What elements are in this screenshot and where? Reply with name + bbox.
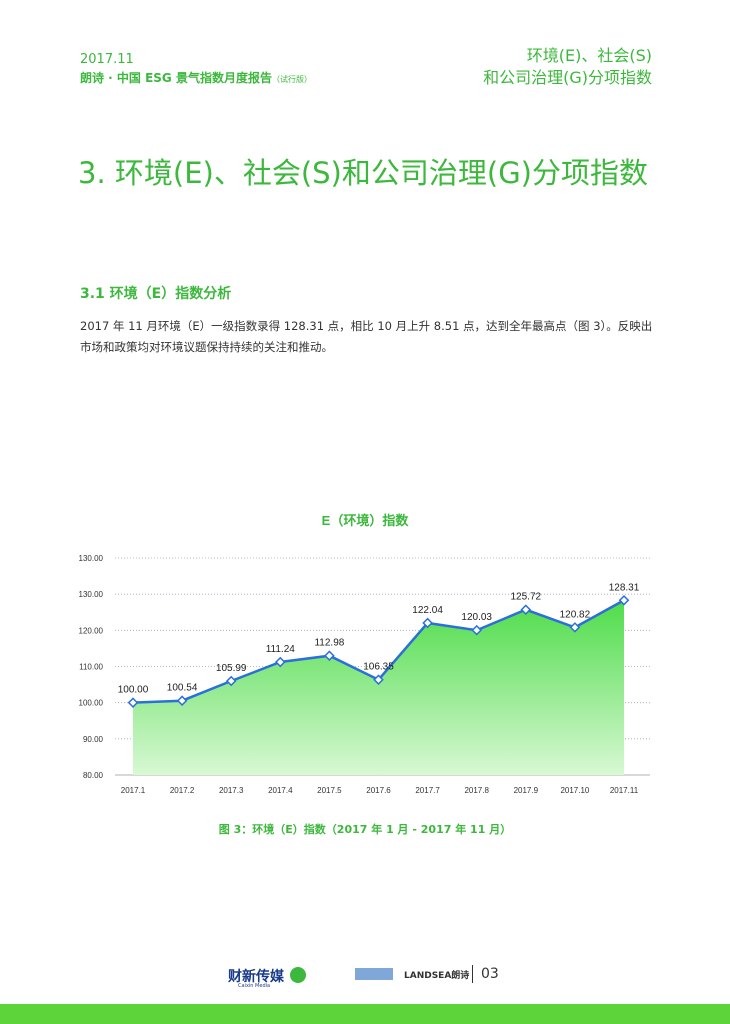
point <box>324 650 335 662</box>
caption: 图 3：环境（E）指数（2017 年 1 月 - 2017 年 11 月） <box>218 823 512 836</box>
y-tick-label: 100.00 <box>79 699 104 708</box>
value-label: 120.03 <box>461 612 492 623</box>
point <box>225 675 237 687</box>
value-label: 105.99 <box>216 663 247 674</box>
paragraph: 2017 年 11 月环境（E）一级指数录得 128.31 点，相比 10 月上… <box>80 319 653 354</box>
page-title: 3. 环境(E)、社会(S)和公司治理(G)分项指数 <box>78 156 648 190</box>
x-tick-label: 2017.10 <box>560 786 589 795</box>
divider <box>472 965 473 983</box>
x-tick-label: 2017.6 <box>366 786 391 795</box>
y-tick-label: 90.00 <box>83 735 104 744</box>
header-date: 2017.11 <box>80 52 134 67</box>
value-label: 100.00 <box>118 685 149 696</box>
logo-icon <box>290 967 306 983</box>
point <box>422 617 433 629</box>
x-tick-label: 2017.8 <box>464 786 489 795</box>
value-label: 112.98 <box>314 638 344 649</box>
edition: （试行版） <box>271 75 312 84</box>
point <box>520 604 532 615</box>
y-tick-label: 120.00 <box>79 626 104 635</box>
point <box>569 622 581 633</box>
x-tick-label: 2017.4 <box>268 786 293 795</box>
header-right-1: 环境(E)、社会(S) <box>526 46 652 65</box>
value-label: 111.24 <box>266 644 296 655</box>
point <box>176 695 188 707</box>
value-label: 106.35 <box>363 662 394 673</box>
report-name: 朗诗 · 中国 ESG 景气指数月度报告 <box>80 71 272 85</box>
value-label: 122.04 <box>412 605 443 616</box>
point <box>373 674 384 686</box>
y-tick-label: 130.00 <box>79 590 104 599</box>
x-tick-label: 2017.3 <box>219 786 244 795</box>
logo-caixin: 财新传媒 <box>228 969 284 985</box>
x-tick-label: 2017.9 <box>514 786 539 795</box>
logo-caixin-sub: Caixin Media <box>238 983 271 989</box>
header-right-2: 和公司治理(G)分项指数 <box>483 68 652 87</box>
point <box>471 624 483 636</box>
point <box>127 697 139 708</box>
footer-bar <box>0 1004 730 1024</box>
x-tick-label: 2017.1 <box>121 786 146 795</box>
chart: E（环境）指数 80.00 90.00 100.00 110.00 120.00 130.… <box>79 513 650 795</box>
y-tick-label: 80.00 <box>83 771 104 780</box>
y-tick-label: 110.00 <box>79 663 103 672</box>
area <box>133 600 624 775</box>
point <box>618 594 630 606</box>
page-number: 03 <box>481 966 499 982</box>
logo-landsea: LANDSEA朗诗 <box>404 971 470 981</box>
header-report: 朗诗 · 中国 ESG 景气指数月度报告（试行版） <box>80 69 312 86</box>
section-heading: 3.1 环境（E）指数分析 <box>80 286 232 302</box>
value-label: 100.54 <box>167 683 198 694</box>
x-tick-label: 2017.11 <box>610 786 639 795</box>
x-tick-label: 2017.5 <box>317 786 342 795</box>
value-label: 125.72 <box>511 592 542 603</box>
y-tick-label: 130.00 <box>79 554 104 563</box>
point <box>274 656 286 668</box>
value-label: 128.31 <box>609 582 640 593</box>
x-tick-label: 2017.7 <box>415 786 440 795</box>
logo-block <box>355 968 393 980</box>
x-tick-label: 2017.2 <box>170 786 195 795</box>
chart-title: E（环境）指数 <box>322 513 410 528</box>
value-label: 120.82 <box>560 609 591 620</box>
